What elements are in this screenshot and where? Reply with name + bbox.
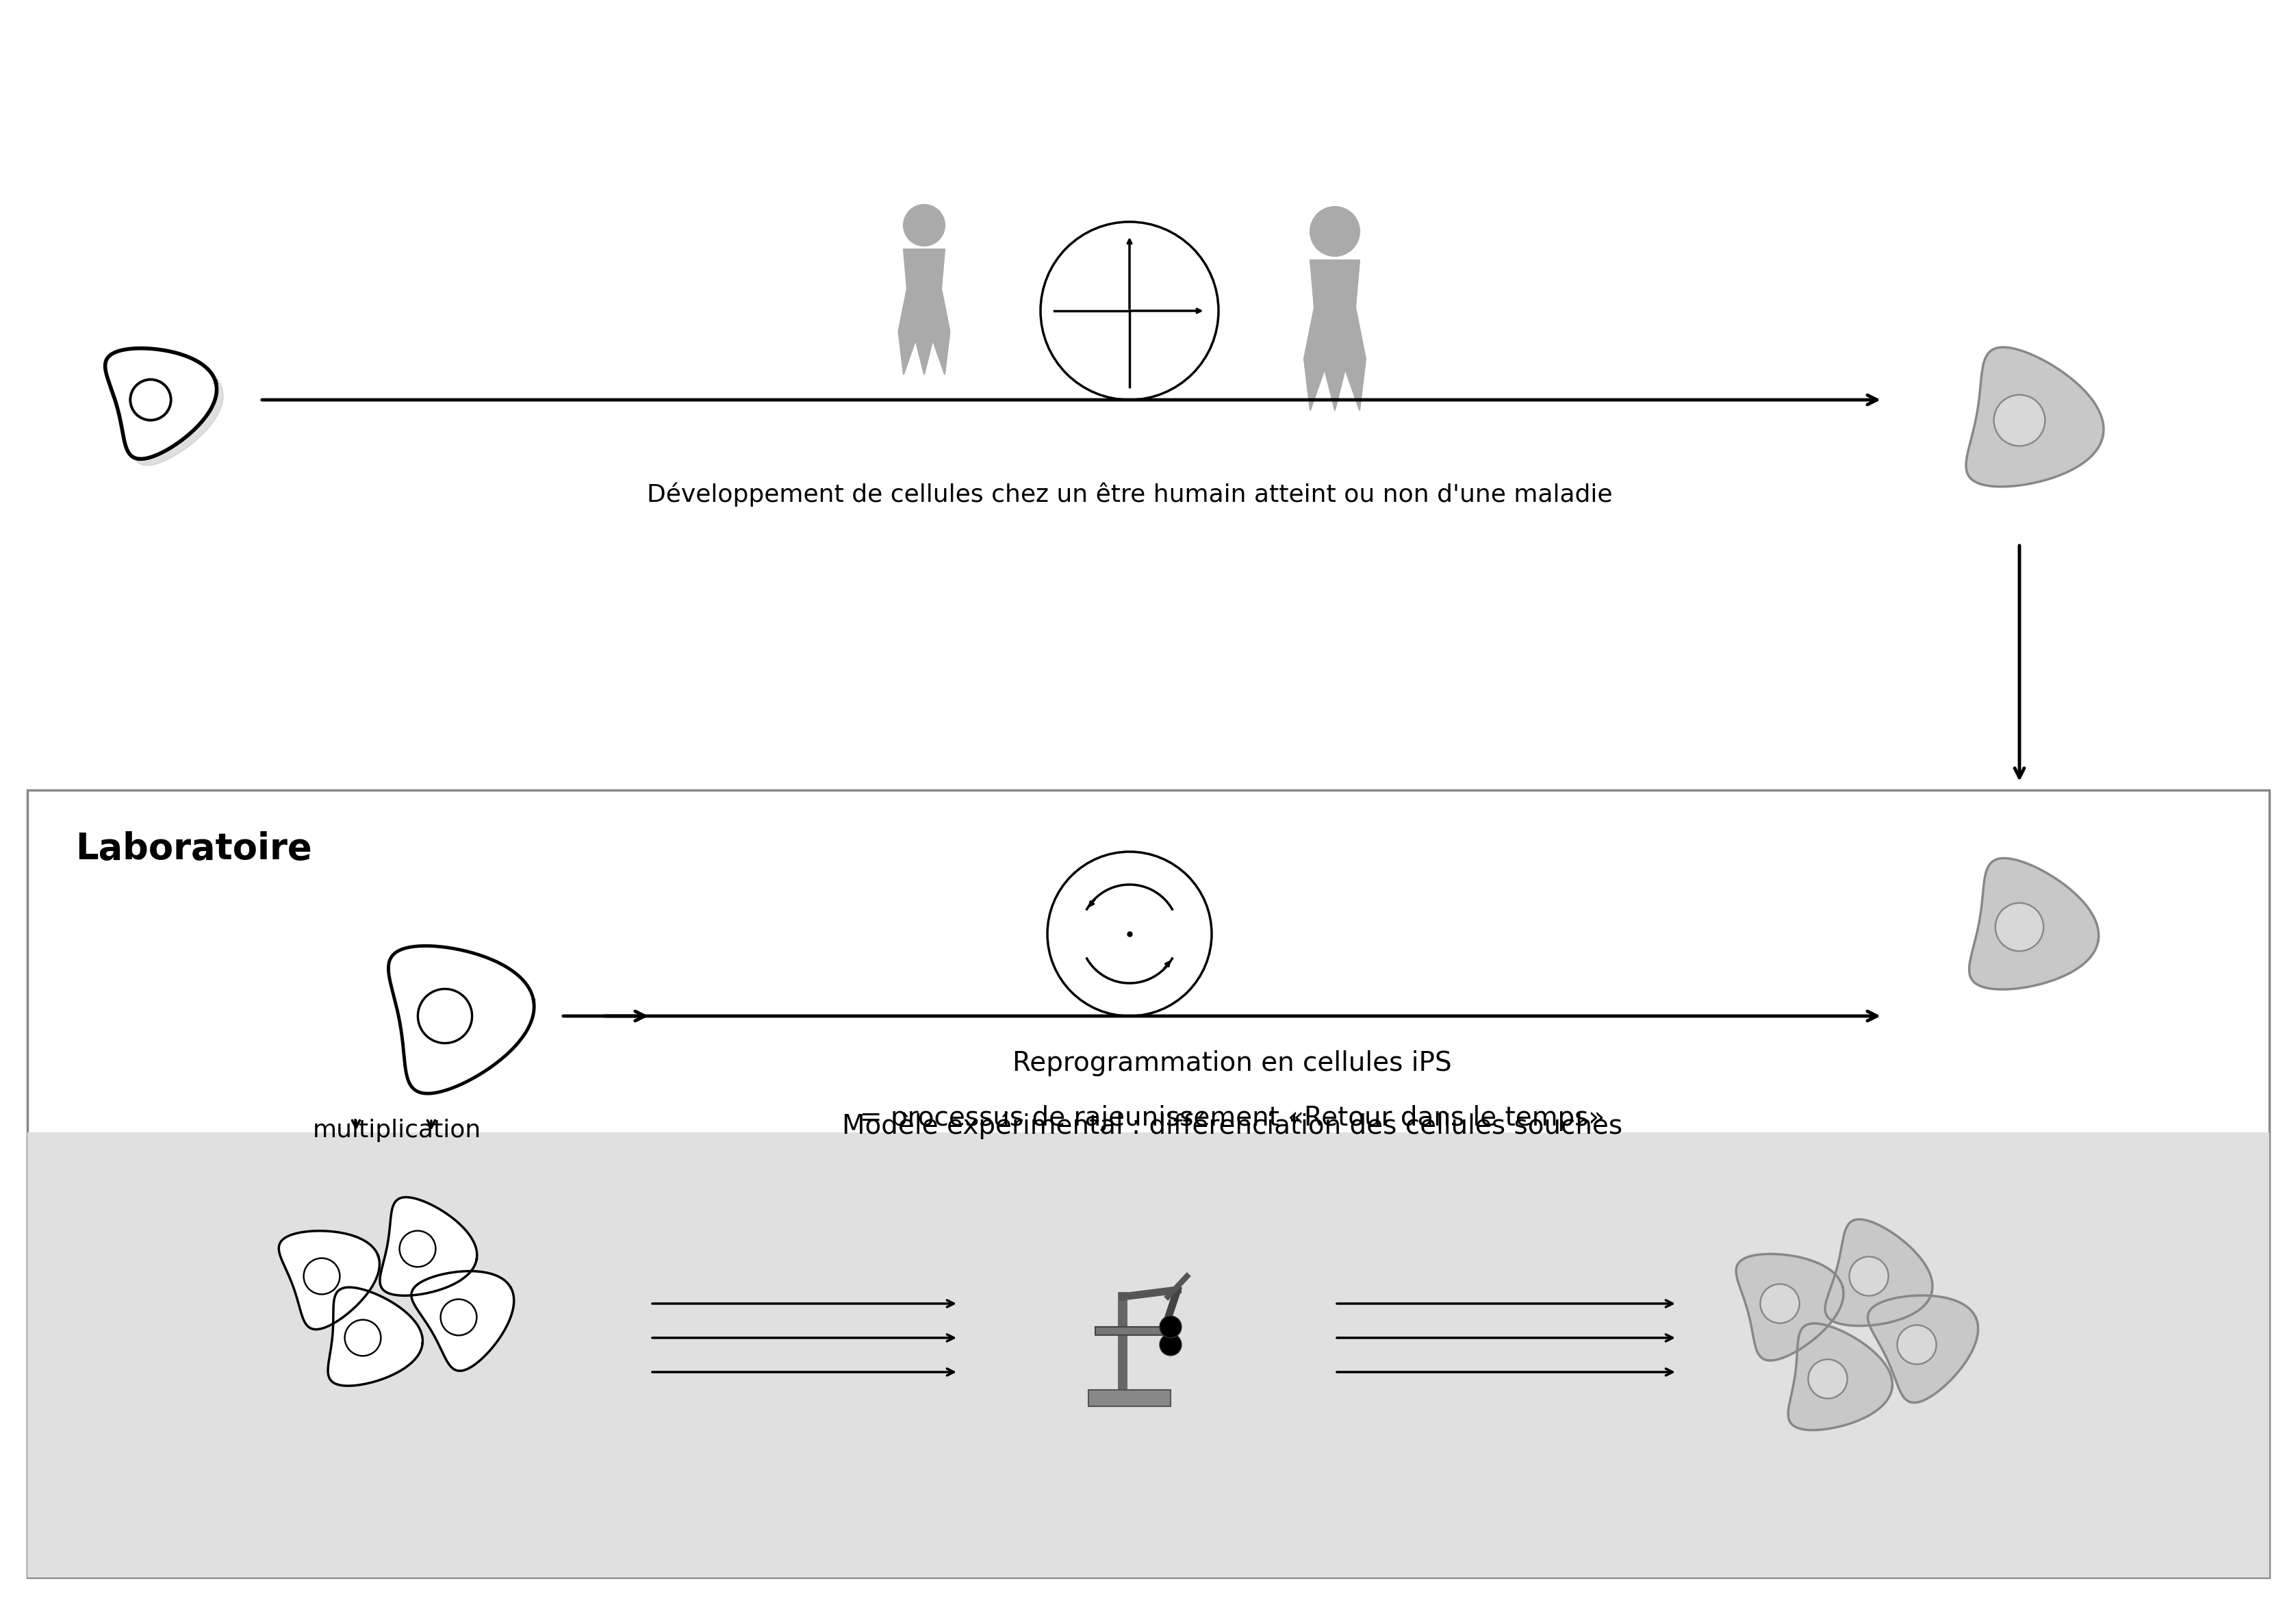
Text: Reprogrammation en cellules iPS: Reprogrammation en cellules iPS [1013, 1050, 1451, 1077]
Polygon shape [1968, 858, 2099, 989]
Circle shape [1995, 903, 2043, 951]
Text: = processus de rajeunissement «Retour dans le temps»: = processus de rajeunissement «Retour da… [859, 1106, 1605, 1131]
Polygon shape [898, 249, 951, 374]
Circle shape [344, 1320, 381, 1357]
Circle shape [1896, 1325, 1936, 1365]
Circle shape [303, 1258, 340, 1294]
Polygon shape [278, 1230, 379, 1330]
Polygon shape [379, 1197, 478, 1296]
Circle shape [1309, 206, 1359, 256]
Circle shape [418, 989, 473, 1043]
Circle shape [400, 1230, 436, 1267]
Circle shape [1993, 395, 2043, 446]
Polygon shape [1736, 1254, 1844, 1360]
Bar [1095, 1326, 1178, 1334]
Polygon shape [1867, 1296, 1977, 1403]
Polygon shape [1304, 260, 1366, 411]
Polygon shape [411, 1270, 514, 1371]
Circle shape [441, 1299, 478, 1336]
Polygon shape [1825, 1219, 1931, 1326]
Circle shape [1848, 1256, 1887, 1296]
Circle shape [902, 205, 944, 246]
Circle shape [1759, 1285, 1798, 1323]
Circle shape [131, 379, 170, 420]
Text: Laboratoire: Laboratoire [76, 831, 312, 866]
Polygon shape [1965, 347, 2103, 487]
FancyBboxPatch shape [28, 789, 2268, 1577]
Polygon shape [113, 355, 223, 465]
Circle shape [1159, 1315, 1180, 1338]
Circle shape [1807, 1360, 1846, 1398]
Polygon shape [1789, 1323, 1892, 1430]
Text: Modèle expérimental : différenciation des cellules souches: Modèle expérimental : différenciation de… [843, 1112, 1621, 1139]
Polygon shape [106, 348, 216, 459]
Polygon shape [388, 946, 535, 1093]
Circle shape [1159, 1334, 1180, 1355]
Bar [28, 1133, 2268, 1577]
Text: Développement de cellules chez un être humain atteint ou non d'une maladie: Développement de cellules chez un être h… [647, 483, 1612, 507]
Polygon shape [328, 1288, 422, 1385]
Bar [1088, 1390, 1171, 1406]
Text: multiplication: multiplication [312, 1119, 482, 1143]
